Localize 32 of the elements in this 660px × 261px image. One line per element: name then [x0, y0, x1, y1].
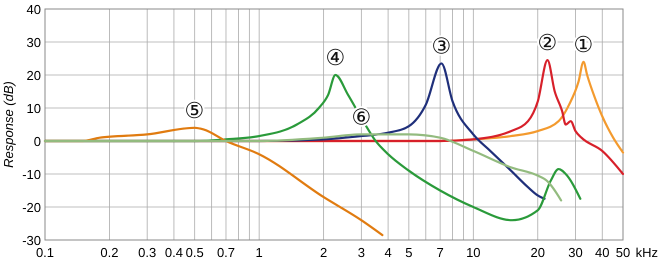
x-tick-label: 7 — [436, 245, 444, 260]
series-label: ④ — [325, 45, 346, 70]
y-tick-label: 0 — [34, 134, 41, 149]
y-tick-label: 30 — [26, 35, 41, 50]
series-label: ① — [574, 32, 594, 57]
x-tick-label: 30 — [568, 245, 583, 260]
x-tick-label: 5 — [405, 245, 412, 260]
y-tick-label: 40 — [26, 2, 41, 17]
x-tick-label: 20 — [530, 245, 546, 260]
y-tick-label: -30 — [22, 233, 41, 248]
x-tick-label: 50 — [616, 245, 630, 260]
y-tick-label: -20 — [22, 200, 41, 215]
y-tick-label: 20 — [26, 68, 41, 83]
series-label: ⑤ — [184, 98, 205, 123]
y-axis-title: Response (dB) — [1, 81, 16, 168]
x-tick-label: 40 — [595, 245, 610, 260]
x-tick-label: 0.5 — [186, 245, 204, 260]
y-tick-label: 10 — [26, 101, 41, 116]
x-tick-label: 1 — [256, 245, 263, 260]
x-tick-label: 3 — [358, 245, 365, 260]
x-axis-title: kHz — [636, 245, 658, 260]
x-tick-label: 10 — [466, 245, 481, 260]
series-label: ③ — [431, 33, 452, 58]
x-tick-label: 0.7 — [216, 245, 236, 260]
x-tick-label: 0.3 — [138, 245, 156, 260]
x-tick-label: 0.1 — [36, 245, 54, 260]
y-tick-label: -10 — [22, 167, 41, 182]
x-tick-label: 2 — [320, 245, 328, 260]
series-label: ② — [537, 30, 558, 56]
x-tick-label: 4 — [384, 245, 392, 260]
x-tick-label: 0.2 — [100, 245, 119, 260]
x-tick-label: 0.4 — [164, 245, 183, 260]
